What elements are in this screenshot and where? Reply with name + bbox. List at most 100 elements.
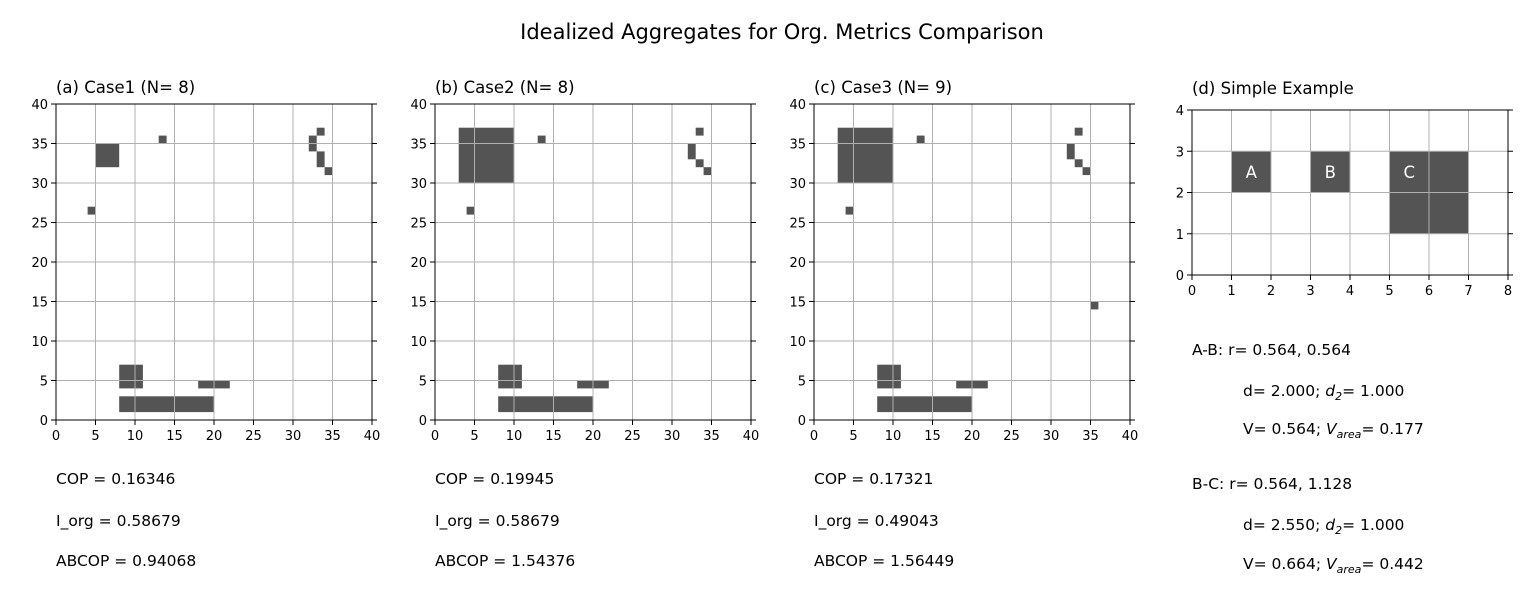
panel-c-xtick-label-1: 5 xyxy=(849,429,857,444)
panel-b-cell-7 xyxy=(498,364,522,389)
panel-a-xtick-label-5: 25 xyxy=(245,429,262,444)
panel-b-xtick-label-6: 30 xyxy=(664,429,681,444)
panel-c-axes-frame xyxy=(813,103,1131,421)
panel-c-ytick-label-8: 40 xyxy=(789,98,806,113)
panel-c-abcop: ABCOP = 1.56449 xyxy=(814,552,954,570)
panel-a-cell-1 xyxy=(158,135,167,144)
panel-a-xtick-label-7: 35 xyxy=(324,429,341,444)
panel-c-xtick-label-0: 0 xyxy=(810,429,818,444)
panel-d-xtick-label-2: 2 xyxy=(1267,284,1275,299)
panel-d-xtick-label-0: 0 xyxy=(1188,284,1196,299)
panel-c-ytick-label-1: 5 xyxy=(798,375,806,390)
panel-c-xtick-label-7: 35 xyxy=(1082,429,1099,444)
panel-a-ytick-label-1: 5 xyxy=(40,375,48,390)
panel-a-ytick-label-4: 20 xyxy=(31,256,48,271)
panel-a-xtick-label-4: 20 xyxy=(206,429,223,444)
panel-b-abcop: ABCOP = 1.54376 xyxy=(435,552,575,570)
figure-title: Idealized Aggregates for Org. Metrics Co… xyxy=(520,20,1044,44)
panel-b-xtick-label-8: 40 xyxy=(743,429,760,444)
panel-c-cell-8 xyxy=(877,364,901,389)
panel-a-abcop: ABCOP = 0.94068 xyxy=(56,552,196,570)
panel-b-cop: COP = 0.19945 xyxy=(435,470,554,488)
panel-c-cell-2 xyxy=(845,206,854,215)
bc-line1: B-C: r= 0.564, 1.128 xyxy=(1192,475,1352,493)
panel-a-cop: COP = 0.16346 xyxy=(56,470,175,488)
panel-c-ytick-label-0: 0 xyxy=(798,414,806,429)
panel-c-ytick-label-6: 30 xyxy=(789,177,806,192)
panel-d-xtick-label-5: 5 xyxy=(1385,284,1393,299)
panel-c-cell-10 xyxy=(877,396,972,413)
ab-line1: A-B: r= 0.564, 0.564 xyxy=(1192,341,1351,359)
panel-d-ytick-label-2: 2 xyxy=(1176,187,1184,202)
panel-c-cop: COP = 0.17321 xyxy=(814,470,933,488)
panel-b-ytick-label-6: 30 xyxy=(410,177,427,192)
panel-a-cell-6 xyxy=(324,167,333,176)
panel-b-cell-9 xyxy=(498,396,593,413)
panel-c-ytick-label-2: 10 xyxy=(789,335,806,350)
panel-c-xtick-label-4: 20 xyxy=(964,429,981,444)
panel-d-xtick-label-4: 4 xyxy=(1346,284,1354,299)
panel-b: (b) Case2 (N= 8) 0 5 10 15 20 25 30 35 40 0 5 10 15 2… xyxy=(410,78,759,570)
panel-d-cell-label-2: C xyxy=(1403,163,1415,182)
panel-b-xtick-label-2: 10 xyxy=(506,429,523,444)
ab-line3: V= 0.564; Varea= 0.177 xyxy=(1243,420,1424,441)
bc-line2: d= 2.550; d2= 1.000 xyxy=(1243,516,1404,537)
panel-a-ytick-label-0: 0 xyxy=(40,414,48,429)
panel-d-ytick-label-0: 0 xyxy=(1176,269,1184,284)
panel-c-ytick-label-4: 20 xyxy=(789,256,806,271)
panel-b-xtick-label-0: 0 xyxy=(431,429,439,444)
panel-b-xtick-label-4: 20 xyxy=(585,429,602,444)
panel-b-ytick-label-3: 15 xyxy=(410,296,427,311)
panel-d-cell-label-0: A xyxy=(1246,163,1258,182)
panel-b-ytick-label-5: 25 xyxy=(410,217,427,232)
panel-b-plot: 0 5 10 15 20 25 30 35 40 0 5 10 15 20 25 30 35 40 xyxy=(410,98,759,444)
panel-a-xtick-label-3: 15 xyxy=(166,429,183,444)
panel-a-xtick-label-1: 5 xyxy=(91,429,99,444)
panel-a-cell-2 xyxy=(87,206,96,215)
panel-b-ytick-label-7: 35 xyxy=(410,138,427,153)
panel-b-ytick-label-0: 0 xyxy=(419,414,427,429)
panel-c-xtick-label-8: 40 xyxy=(1122,429,1139,444)
panel-a-xtick-label-2: 10 xyxy=(127,429,144,444)
panel-a: (a) Case1 (N= 8) 0 5 10 15 20 25 30 35 40 0 5 10 15 2… xyxy=(31,78,380,570)
panel-a-ytick-label-5: 25 xyxy=(31,217,48,232)
panel-b-xtick-label-7: 35 xyxy=(703,429,720,444)
panel-a-iorg: I_org = 0.58679 xyxy=(56,512,181,531)
panel-b-cell-4 xyxy=(687,143,696,160)
panel-b-cell-6 xyxy=(703,167,712,176)
panel-b-cell-1 xyxy=(537,135,546,144)
panel-a-xtick-label-6: 30 xyxy=(285,429,302,444)
panel-a-xtick-label-0: 0 xyxy=(52,429,60,444)
panel-d-cell-0 xyxy=(1231,151,1271,193)
panel-c-ytick-label-7: 35 xyxy=(789,138,806,153)
panel-c-cell-1 xyxy=(916,135,925,144)
panel-b-ytick-label-1: 5 xyxy=(419,375,427,390)
panel-d-ytick-label-4: 4 xyxy=(1176,104,1184,119)
panel-d-plot: 0 1 2 3 4 5 6 7 8 0 1 2 3 4 A B C xyxy=(1176,104,1513,299)
panel-c: (c) Case3 (N= 9) 0 5 10 15 20 25 30 35 40 0 5 10 15 2… xyxy=(789,78,1138,570)
panel-d-cell-1 xyxy=(1310,151,1350,193)
panel-c-ytick-label-5: 25 xyxy=(789,217,806,232)
panel-b-cell-3 xyxy=(695,127,704,136)
panel-d-axes-frame xyxy=(1191,109,1509,276)
panel-a-ytick-label-8: 40 xyxy=(31,98,48,113)
panel-d-xtick-label-3: 3 xyxy=(1306,284,1314,299)
panel-c-xtick-label-2: 10 xyxy=(885,429,902,444)
panel-d-title: (d) Simple Example xyxy=(1192,79,1354,98)
panel-d-ytick-label-3: 3 xyxy=(1176,145,1184,160)
panel-a-cell-0 xyxy=(95,143,120,168)
panel-b-axes-frame xyxy=(434,103,752,421)
panel-a-ytick-label-2: 10 xyxy=(31,335,48,350)
panel-b-ytick-label-2: 10 xyxy=(410,335,427,350)
panel-a-plot: 0 5 10 15 20 25 30 35 40 0 5 10 15 20 25 30 35 40 xyxy=(31,98,380,444)
panel-b-ytick-label-4: 20 xyxy=(410,256,427,271)
panel-a-ytick-label-6: 30 xyxy=(31,177,48,192)
panel-a-ytick-label-7: 35 xyxy=(31,138,48,153)
panel-b-xtick-label-3: 15 xyxy=(545,429,562,444)
panel-b-cell-5 xyxy=(695,159,704,168)
panel-c-ytick-label-3: 15 xyxy=(789,296,806,311)
panel-c-title: (c) Case3 (N= 9) xyxy=(814,78,952,97)
panel-a-axes-frame xyxy=(55,103,373,421)
panel-a-cell-7 xyxy=(119,364,143,389)
